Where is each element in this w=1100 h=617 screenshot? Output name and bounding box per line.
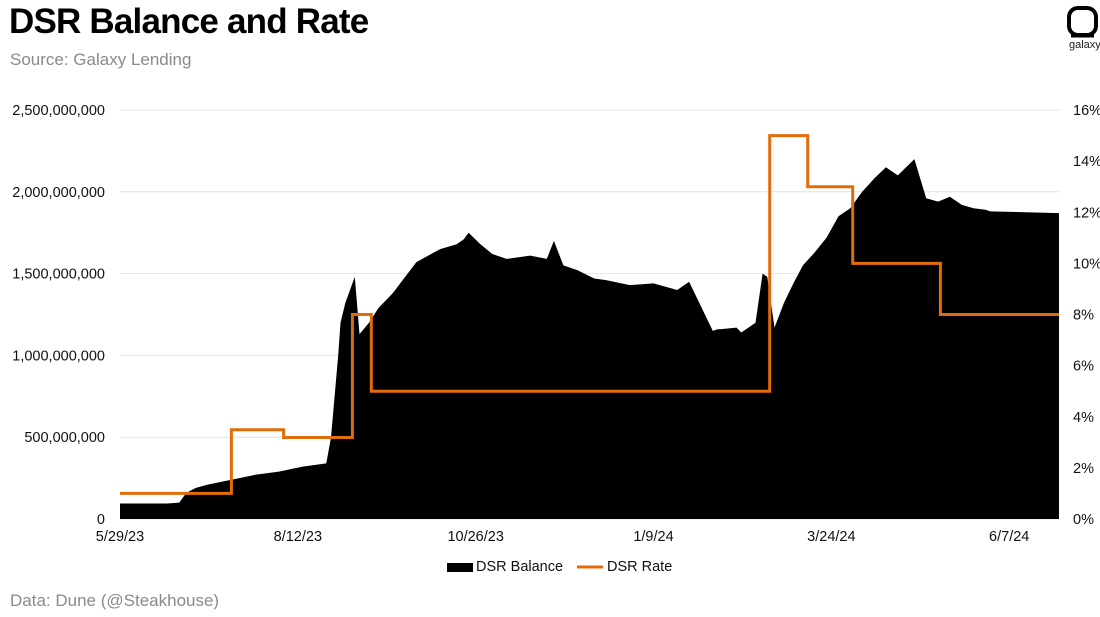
right-tick-label: 16%: [1073, 103, 1100, 119]
left-tick-label: 1,500,000,000: [12, 267, 105, 283]
rate-series: [120, 134, 1059, 495]
legend-label-rate: DSR Rate: [607, 559, 672, 575]
x-tick-label: 6/7/24: [989, 529, 1029, 545]
galaxy-logo-icon: [1067, 6, 1098, 38]
x-tick-label: 5/29/23: [96, 529, 144, 545]
right-tick-label: 4%: [1073, 410, 1094, 426]
right-tick-label: 10%: [1073, 256, 1100, 272]
x-tick-label: 1/9/24: [633, 529, 673, 545]
legend: DSR Balance DSR Rate: [447, 559, 672, 575]
right-tick-label: 12%: [1073, 205, 1100, 221]
x-axis: 5/29/23 8/12/23 10/26/23 1/9/24 3/24/24 6/7/2…: [96, 529, 1030, 545]
dsr-chart: 0 500,000,000 1,000,000,000 1,500,000,000 2,…: [12, 103, 1100, 575]
x-tick-label: 8/12/23: [274, 529, 322, 545]
balance-area: [120, 159, 1059, 519]
legend-label-balance: DSR Balance: [476, 559, 563, 575]
chart-subtitle: Source: Galaxy Lending: [10, 50, 192, 69]
chart-title: DSR Balance and Rate: [9, 2, 369, 41]
right-tick-label: 6%: [1073, 359, 1094, 375]
balance-series: [120, 159, 1059, 519]
left-tick-label: 2,500,000,000: [12, 103, 105, 119]
x-tick-label: 10/26/23: [447, 529, 503, 545]
right-y-axis: 0% 2% 4% 6% 8% 10% 12% 14% 16%: [1073, 103, 1100, 528]
left-y-axis: 0 500,000,000 1,000,000,000 1,500,000,000 2,…: [12, 103, 105, 528]
x-tick-label: 3/24/24: [807, 529, 855, 545]
rate-line: [120, 134, 1059, 495]
galaxy-logo-text: galaxy: [1069, 39, 1100, 51]
right-tick-label: 2%: [1073, 461, 1094, 477]
right-tick-label: 8%: [1073, 308, 1094, 324]
right-tick-label: 0%: [1073, 512, 1094, 528]
right-tick-label: 14%: [1073, 154, 1100, 170]
left-tick-label: 2,000,000,000: [12, 185, 105, 201]
left-tick-label: 1,000,000,000: [12, 348, 105, 364]
legend-swatch-balance: [447, 563, 473, 572]
data-source-note: Data: Dune (@Steakhouse): [10, 591, 220, 610]
left-tick-label: 500,000,000: [24, 430, 105, 446]
left-tick-label: 0: [97, 512, 105, 528]
